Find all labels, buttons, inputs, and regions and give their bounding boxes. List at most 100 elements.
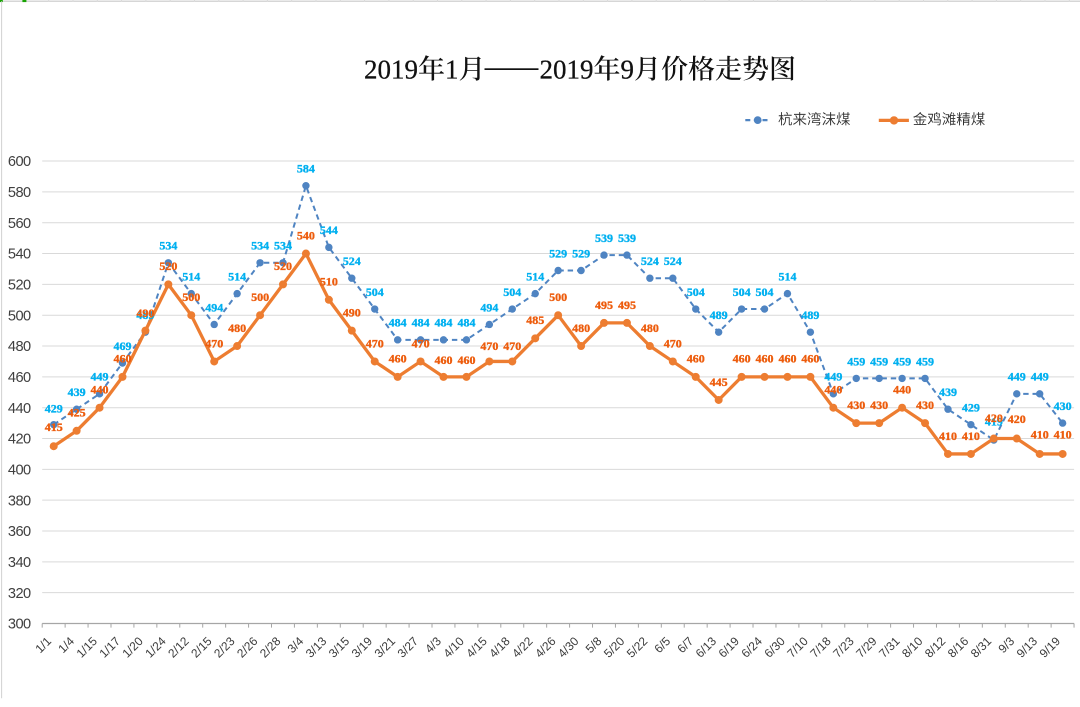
svg-text:600: 600 (8, 154, 31, 170)
svg-text:460: 460 (687, 352, 705, 366)
svg-text:489: 489 (801, 308, 819, 322)
svg-text:470: 470 (412, 336, 430, 350)
svg-text:539: 539 (618, 231, 636, 245)
svg-text:529: 529 (572, 246, 590, 260)
svg-text:459: 459 (870, 354, 888, 368)
svg-text:460: 460 (389, 352, 407, 366)
svg-text:415: 415 (45, 420, 63, 434)
svg-text:500: 500 (8, 308, 31, 324)
svg-text:495: 495 (618, 298, 636, 312)
svg-text:449: 449 (1008, 370, 1026, 384)
svg-text:520: 520 (274, 259, 292, 273)
svg-text:489: 489 (136, 308, 154, 322)
svg-text:524: 524 (343, 254, 361, 268)
svg-text:440: 440 (824, 383, 842, 397)
svg-text:494: 494 (480, 300, 498, 314)
svg-text:9: 9 (621, 54, 635, 84)
svg-text:529: 529 (549, 246, 567, 260)
svg-text:560: 560 (8, 216, 31, 232)
svg-text:480: 480 (228, 321, 246, 335)
svg-text:534: 534 (159, 239, 177, 253)
svg-text:484: 484 (389, 316, 407, 330)
svg-text:520: 520 (8, 277, 31, 293)
svg-text:514: 514 (526, 269, 544, 283)
svg-text:360: 360 (8, 524, 31, 540)
svg-text:2019: 2019 (364, 54, 418, 84)
svg-text:534: 534 (251, 239, 269, 253)
svg-text:429: 429 (45, 402, 63, 416)
svg-text:460: 460 (756, 352, 774, 366)
svg-text:449: 449 (824, 370, 842, 384)
svg-text:470: 470 (366, 336, 384, 350)
svg-text:489: 489 (710, 308, 728, 322)
svg-text:419: 419 (985, 415, 1003, 429)
svg-text:500: 500 (182, 290, 200, 304)
svg-text:460: 460 (457, 353, 475, 367)
svg-text:459: 459 (893, 354, 911, 368)
svg-text:430: 430 (1054, 399, 1072, 413)
svg-text:524: 524 (664, 254, 682, 268)
svg-text:490: 490 (343, 305, 361, 319)
svg-text:580: 580 (8, 185, 31, 201)
svg-text:410: 410 (1054, 428, 1072, 442)
svg-text:514: 514 (228, 269, 246, 283)
svg-text:484: 484 (435, 316, 453, 330)
svg-text:300: 300 (8, 617, 31, 633)
svg-text:470: 470 (503, 339, 521, 353)
svg-text:469: 469 (113, 339, 131, 353)
svg-text:445: 445 (710, 375, 728, 389)
svg-text:470: 470 (664, 336, 682, 350)
svg-text:460: 460 (733, 352, 751, 366)
svg-text:430: 430 (847, 398, 865, 412)
svg-text:490: 490 (136, 306, 154, 320)
svg-text:425: 425 (68, 406, 86, 420)
svg-text:380: 380 (8, 493, 31, 509)
svg-text:524: 524 (641, 254, 659, 268)
svg-text:544: 544 (320, 223, 338, 237)
svg-text:340: 340 (8, 555, 31, 571)
svg-text:504: 504 (503, 285, 521, 299)
svg-text:539: 539 (595, 231, 613, 245)
svg-text:440: 440 (91, 383, 109, 397)
svg-text:520: 520 (159, 259, 177, 273)
svg-text:470: 470 (480, 339, 498, 353)
svg-text:420: 420 (985, 411, 1003, 425)
svg-text:430: 430 (870, 398, 888, 412)
svg-text:410: 410 (962, 429, 980, 443)
svg-text:504: 504 (733, 285, 751, 299)
svg-text:320: 320 (8, 586, 31, 602)
svg-text:410: 410 (939, 429, 957, 443)
svg-text:439: 439 (68, 385, 86, 399)
svg-text:460: 460 (113, 352, 131, 366)
svg-text:420: 420 (1008, 412, 1026, 426)
svg-text:514: 514 (778, 269, 796, 283)
svg-text:540: 540 (297, 228, 315, 242)
svg-text:495: 495 (595, 298, 613, 312)
svg-text:459: 459 (916, 354, 934, 368)
svg-text:459: 459 (847, 354, 865, 368)
svg-text:500: 500 (251, 290, 269, 304)
svg-text:584: 584 (297, 162, 315, 176)
svg-text:460: 460 (8, 370, 31, 386)
svg-text:2019: 2019 (540, 54, 594, 84)
svg-text:484: 484 (412, 316, 430, 330)
svg-text:460: 460 (778, 352, 796, 366)
svg-text:440: 440 (893, 383, 911, 397)
svg-text:430: 430 (916, 398, 934, 412)
svg-text:439: 439 (939, 385, 957, 399)
svg-text:400: 400 (8, 462, 31, 478)
svg-text:504: 504 (687, 285, 705, 299)
svg-text:514: 514 (182, 269, 200, 283)
svg-text:540: 540 (8, 247, 31, 263)
svg-text:420: 420 (8, 432, 31, 448)
svg-text:460: 460 (435, 353, 453, 367)
svg-text:504: 504 (756, 285, 774, 299)
svg-text:480: 480 (641, 321, 659, 335)
svg-text:449: 449 (91, 370, 109, 384)
svg-text:500: 500 (549, 290, 567, 304)
svg-text:484: 484 (457, 316, 475, 330)
svg-text:410: 410 (1031, 428, 1049, 442)
svg-text:534: 534 (274, 239, 292, 253)
svg-text:460: 460 (801, 352, 819, 366)
svg-text:1: 1 (445, 54, 459, 84)
